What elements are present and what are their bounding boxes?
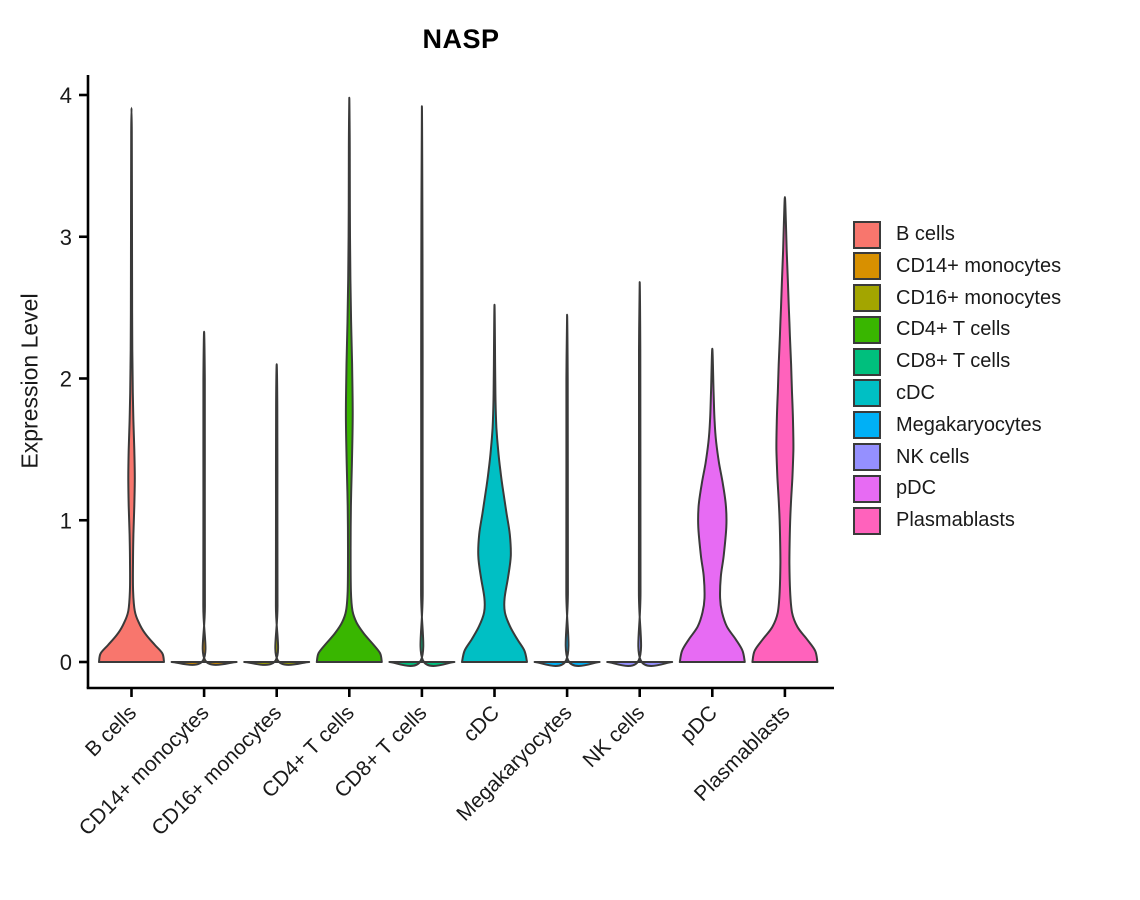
x-tick-label: NK cells <box>579 701 650 772</box>
y-tick-label: 1 <box>60 508 72 533</box>
violin-nk-cells <box>606 281 674 667</box>
x-tick-label: CD16+ monocytes <box>147 701 286 840</box>
legend-swatch <box>853 315 881 344</box>
x-tick-label: CD14+ monocytes <box>75 701 214 840</box>
legend-swatch <box>853 411 881 440</box>
legend-item-megakaryocytes: Megakaryocytes <box>853 411 1061 440</box>
legend-swatch <box>853 379 881 408</box>
legend-label: Plasmablasts <box>896 509 1015 532</box>
x-tick-label: B cells <box>81 701 141 761</box>
violin-cd16-monocytes <box>243 363 311 666</box>
violin-plasmablasts <box>751 196 819 663</box>
y-tick-label: 0 <box>60 650 72 675</box>
legend-item-cdc: cDC <box>853 379 1061 408</box>
legend-item-cd4-t-cells: CD4+ T cells <box>853 315 1061 344</box>
y-tick-label: 3 <box>60 225 72 250</box>
legend-label: Megakaryocytes <box>896 413 1042 436</box>
violin-cd8-t-cells <box>388 105 456 667</box>
legend-item-cd8-t-cells: CD8+ T cells <box>853 347 1061 376</box>
x-tick-label: cDC <box>459 701 504 746</box>
violin-b-cells <box>98 106 165 663</box>
legend-label: pDC <box>896 477 937 500</box>
legend-label: B cells <box>896 223 955 245</box>
legend-label: CD14+ monocytes <box>896 254 1062 277</box>
legend-label: CD4+ T cells <box>896 318 1011 341</box>
violin-cd14-monocytes <box>170 330 238 666</box>
violin-pdc <box>678 347 746 663</box>
legend-item-b-cells: B cells <box>853 220 1061 249</box>
violin-megakaryocytes <box>533 313 601 667</box>
legend-label: cDC <box>896 381 935 404</box>
legend: B cells CD14+ monocytes CD16+ monocytes CD4… <box>853 220 1062 539</box>
y-tick-label: 2 <box>60 367 72 392</box>
legend-swatch <box>853 220 881 249</box>
violin-cdc <box>461 303 528 663</box>
y-tick-label: 4 <box>60 83 72 108</box>
legend-swatch <box>853 506 881 535</box>
legend-swatch <box>853 284 881 313</box>
x-tick-label: pDC <box>676 701 722 747</box>
violin-cd4-t-cells <box>315 96 383 663</box>
legend-item-pdc: pDC <box>853 474 1061 503</box>
legend-label: NK cells <box>896 445 970 468</box>
legend-item-nk-cells: NK cells <box>853 443 1061 472</box>
legend-swatch <box>853 443 881 472</box>
plot-title: NASP <box>422 24 500 54</box>
legend-label: CD8+ T cells <box>896 350 1011 373</box>
legend-swatch <box>853 474 881 503</box>
legend-swatch <box>853 252 881 281</box>
legend-item-cd14-monocytes: CD14+ monocytes <box>853 252 1062 281</box>
legend-swatch <box>853 347 881 376</box>
legend-label: CD16+ monocytes <box>896 286 1062 309</box>
legend-item-cd16-monocytes: CD16+ monocytes <box>853 284 1062 313</box>
legend-item-plasmablasts: Plasmablasts <box>853 506 1061 535</box>
